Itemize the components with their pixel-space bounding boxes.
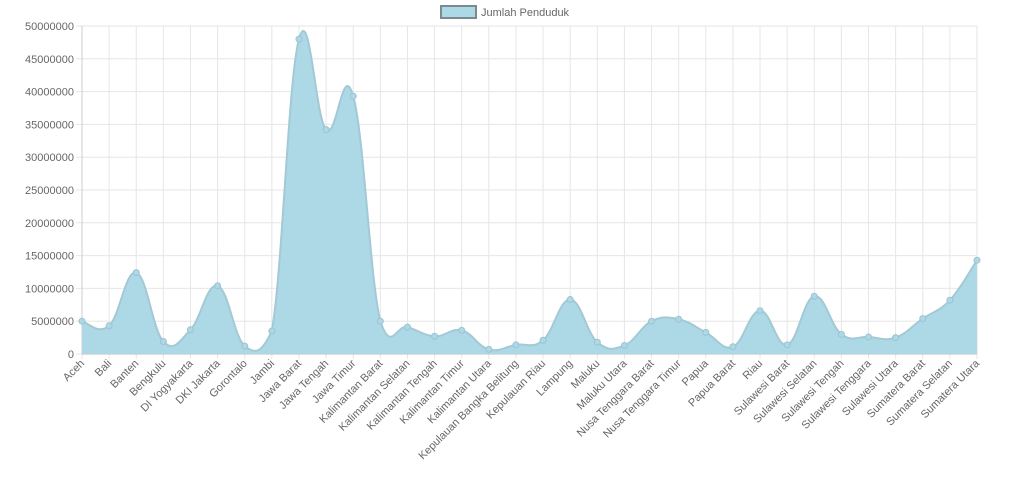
data-points [78,35,981,353]
y-tick-label: 20000000 [25,218,74,230]
y-tick-label: 25000000 [25,185,74,197]
data-point[interactable] [349,92,357,100]
data-point[interactable] [376,317,384,325]
x-tick-label: Bali [93,358,114,379]
data-point[interactable] [620,341,628,349]
data-point[interactable] [105,322,113,330]
data-point[interactable] [810,292,818,300]
data-point[interactable] [295,35,303,43]
legend-swatch [440,5,477,19]
data-point[interactable] [675,315,683,323]
legend[interactable]: Jumlah Penduduk [440,5,570,19]
data-point[interactable] [512,341,520,349]
data-point[interactable] [919,315,927,323]
data-point[interactable] [865,333,873,341]
y-axis: 0 5000000 10000000 15000000 20000000 25000000… [25,21,74,361]
y-tick-label: 0 [68,349,74,361]
data-point[interactable] [648,317,656,325]
data-point[interactable] [214,282,222,290]
data-point[interactable] [946,296,954,304]
y-tick-label: 30000000 [25,152,74,164]
y-tick-label: 10000000 [25,283,74,295]
data-point[interactable] [241,342,249,350]
data-point[interactable] [892,334,900,342]
data-point[interactable] [132,269,140,277]
data-point[interactable] [756,307,764,315]
data-point[interactable] [973,256,981,264]
data-point[interactable] [783,341,791,349]
data-point[interactable] [268,327,276,335]
data-point[interactable] [458,326,466,334]
data-point[interactable] [729,343,737,351]
y-tick-label: 35000000 [25,119,74,131]
y-tick-label: 40000000 [25,87,74,99]
data-point[interactable] [837,330,845,338]
data-point[interactable] [593,338,601,346]
y-tick-label: 15000000 [25,251,74,263]
data-point[interactable] [159,338,167,346]
y-tick-label: 50000000 [25,21,74,33]
data-point[interactable] [539,336,547,344]
data-point[interactable] [431,332,439,340]
data-point[interactable] [566,296,574,304]
data-point[interactable] [186,326,194,334]
y-tick-label: 5000000 [31,316,74,328]
data-point[interactable] [78,317,86,325]
x-tick-label: Aceh [61,358,87,384]
data-point[interactable] [702,328,710,336]
legend-label: Jumlah Penduduk [481,7,570,19]
x-tick-label: Riau [741,358,765,382]
area-series [82,30,977,355]
data-point[interactable] [485,345,493,353]
data-point[interactable] [403,323,411,331]
data-point[interactable] [322,126,330,134]
y-tick-label: 45000000 [25,54,74,66]
